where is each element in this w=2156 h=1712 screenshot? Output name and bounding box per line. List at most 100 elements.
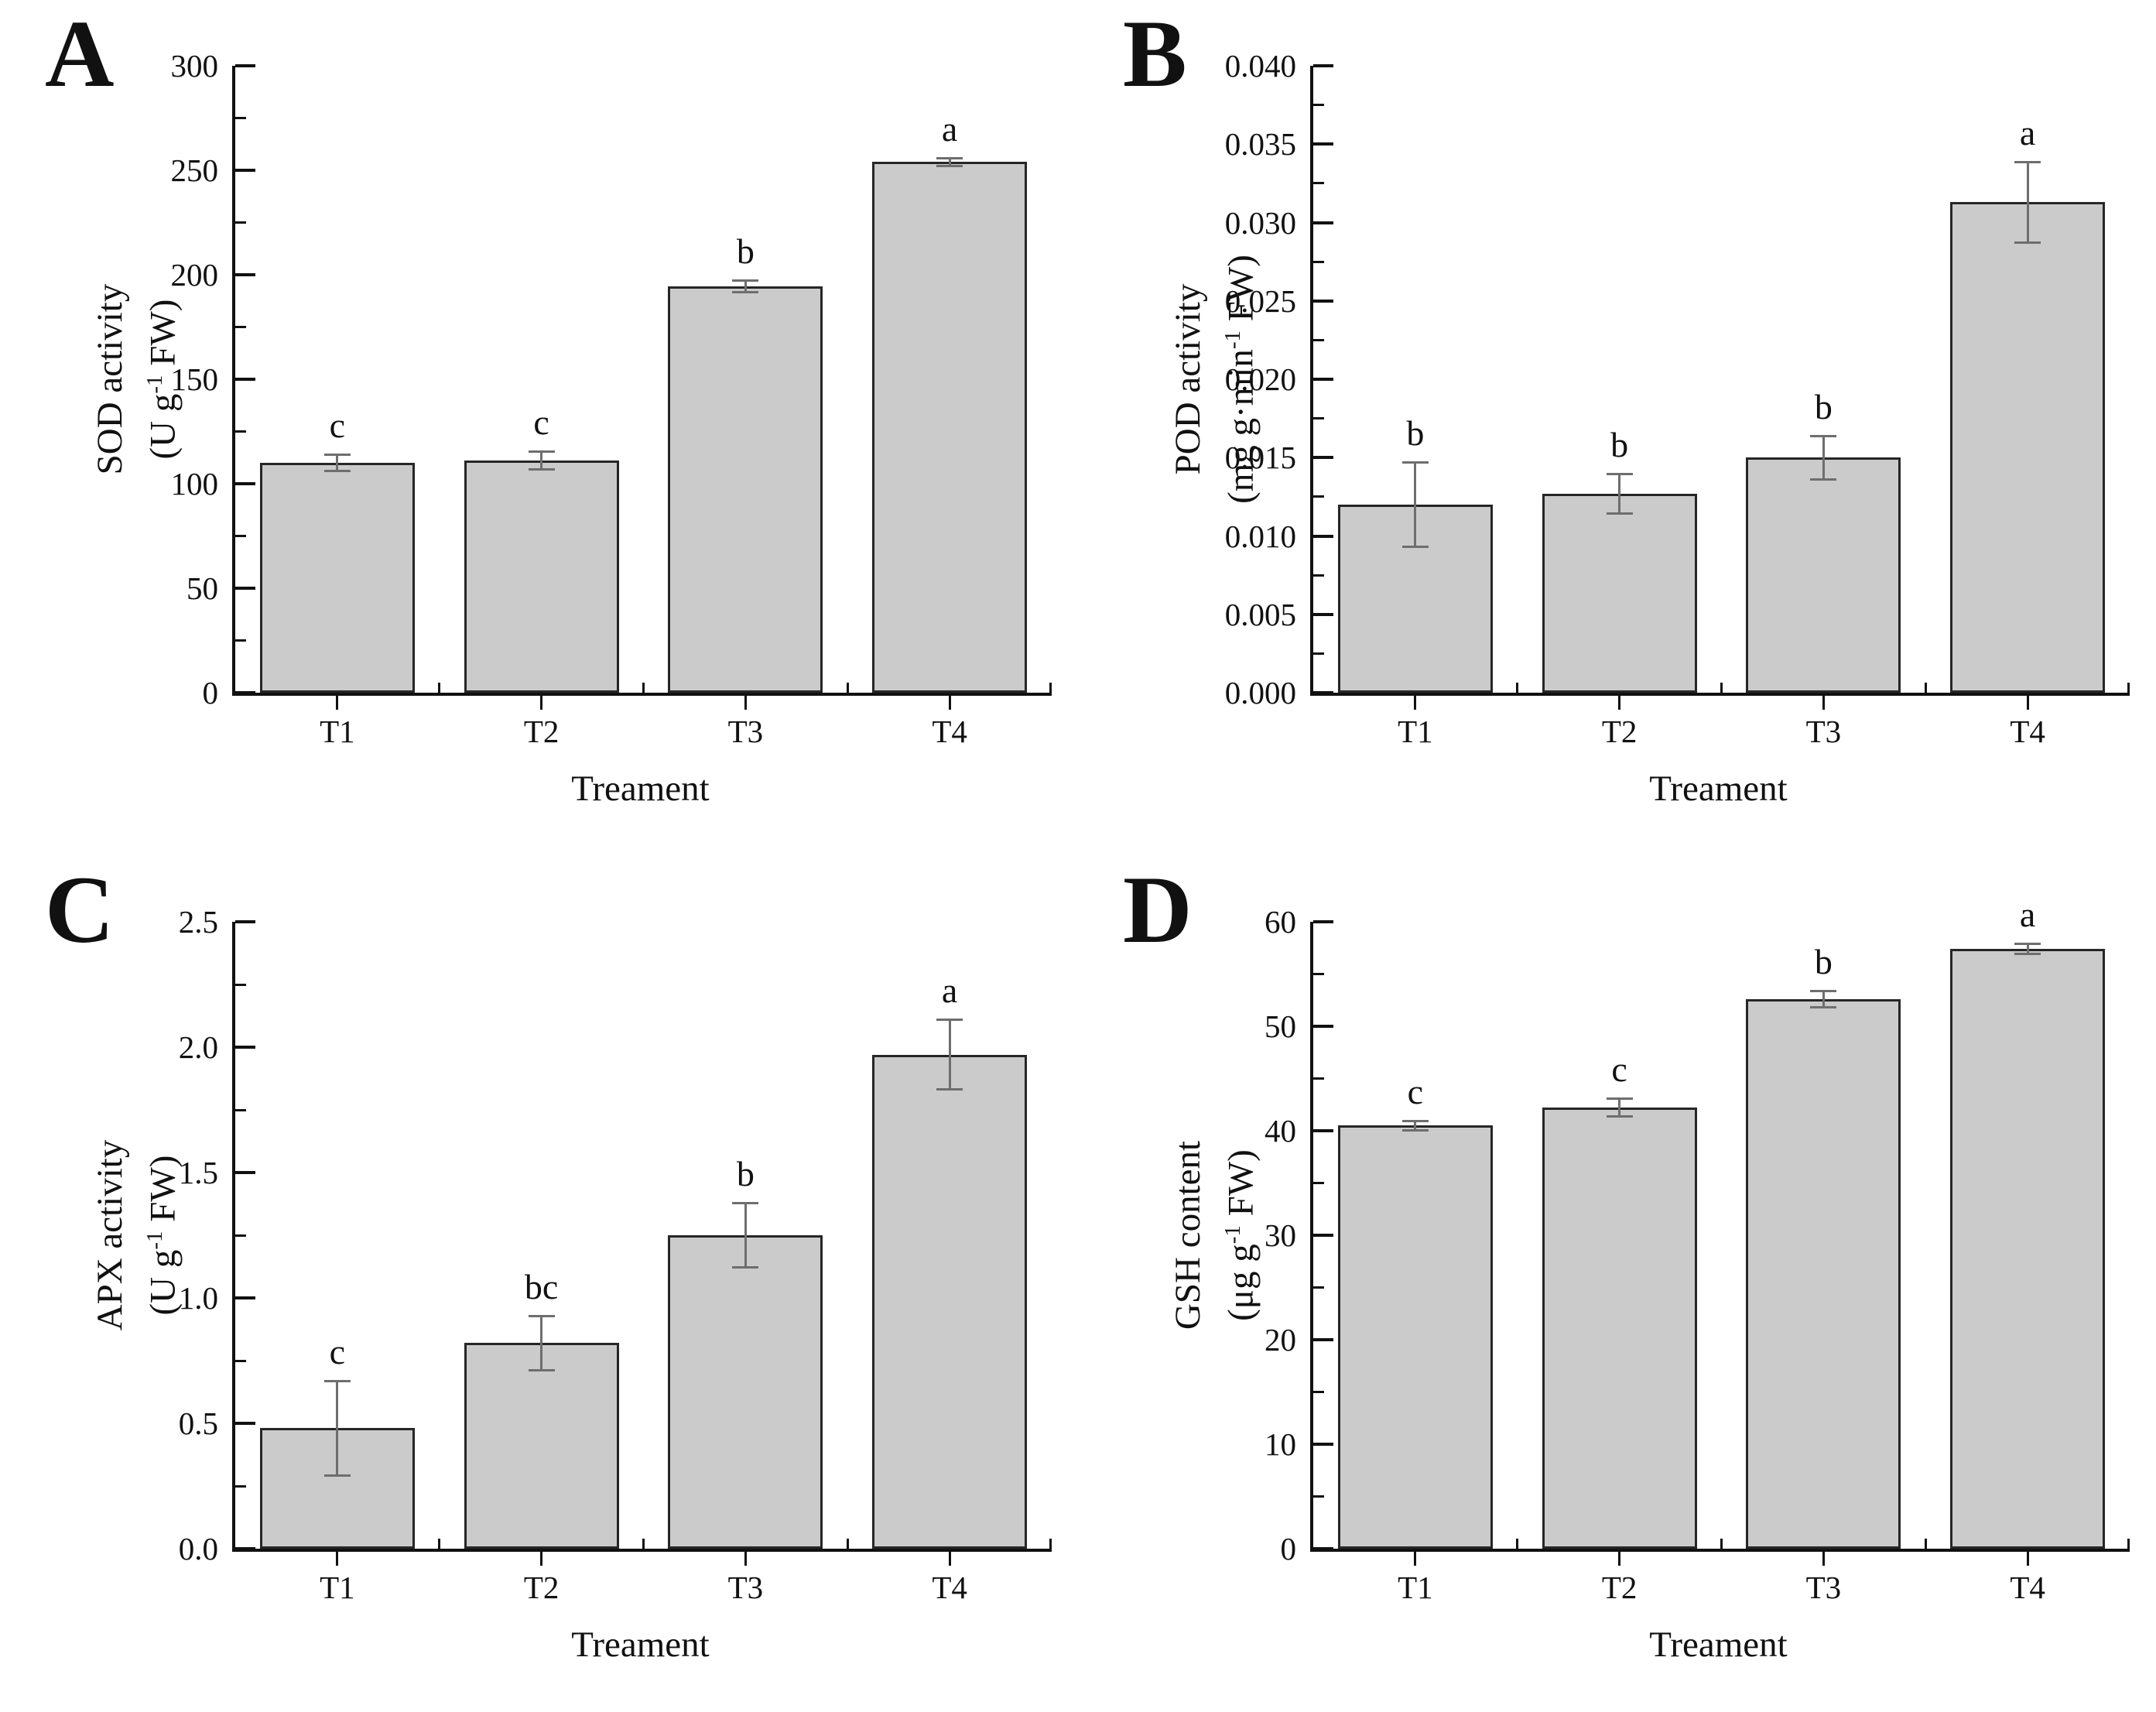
y-tick-label: 0.015 <box>1224 440 1296 476</box>
x-category-label: T3 <box>1805 714 1842 749</box>
y-minor-tick <box>1313 652 1324 655</box>
y-axis-unit: (U g-1 FW) <box>132 918 186 1553</box>
bar-T3 <box>1746 457 1901 693</box>
y-major-tick <box>1313 221 1333 224</box>
x-category-label: T4 <box>932 1570 967 1605</box>
y-tick-label: 2.5 <box>178 904 218 940</box>
y-major-tick <box>1313 691 1333 694</box>
y-tick-label: 0.040 <box>1224 48 1296 84</box>
plot-area: 0.0 0.5 1.0 1.5 2.0 2.5 c T1 bc T2 b T3 a T4 <box>179 904 1052 1605</box>
y-minor-tick <box>235 1359 246 1362</box>
x-major-tick <box>336 696 339 710</box>
x-category-label: T2 <box>523 714 560 749</box>
significance-letter: b <box>1406 413 1425 454</box>
plot-area: 0 50 100 150 200 250 300 c T1 c T2 b T3 a T4 <box>171 48 1052 749</box>
y-minor-tick <box>235 221 246 224</box>
error-bar-cap-top <box>1606 1097 1633 1101</box>
y-axis-label: APX activity <box>90 1139 130 1331</box>
x-end-tick <box>2127 683 2130 693</box>
error-bar-line <box>2026 161 2029 243</box>
y-minor-tick <box>1313 574 1324 577</box>
y-major-tick <box>1313 1443 1333 1446</box>
x-major-tick <box>1618 1552 1621 1566</box>
significance-letter: bc <box>524 1266 559 1306</box>
error-bar-cap-bottom <box>1401 1129 1429 1132</box>
y-major-tick <box>235 691 255 694</box>
error-bar-cap-bottom <box>1606 512 1633 515</box>
significance-letter: c <box>1611 1049 1627 1090</box>
error-bar-cap-top <box>2014 943 2041 946</box>
error-bar-cap-top <box>1401 1119 1429 1122</box>
error-bar-cap-bottom <box>1606 1115 1633 1118</box>
significance-letter: c <box>1407 1071 1424 1111</box>
unit-text: (μg g <box>1220 1244 1261 1321</box>
x-category-label: T3 <box>727 714 764 749</box>
significance-letter: c <box>533 402 549 443</box>
panel-d-gsh: D GSH content (μg g-1 FW) 0 10 20 30 40 50 60 c… <box>1078 856 2156 1712</box>
x-minor-tick <box>642 683 645 693</box>
x-major-tick <box>1414 696 1417 710</box>
unit-text: (U g <box>142 393 183 460</box>
x-minor-tick <box>1720 1539 1723 1549</box>
y-tick-label: 1.0 <box>178 1280 218 1316</box>
y-tick-label: 0.025 <box>1224 282 1296 319</box>
y-minor-tick <box>1313 417 1324 420</box>
error-bar-cap-top <box>1401 461 1429 464</box>
bar-T2 <box>464 1343 619 1549</box>
x-major-tick <box>540 696 543 710</box>
x-axis-title: Treament <box>571 1625 710 1665</box>
x-minor-tick <box>846 1539 849 1549</box>
y-major-tick <box>235 1422 255 1425</box>
x-minor-tick <box>1516 683 1519 693</box>
y-minor-tick <box>1313 1495 1324 1498</box>
error-bar-cap-bottom <box>2014 952 2041 955</box>
panel-c-apx: C APX activity (U g-1 FW) 0.0 0.5 1.0 1.5 2.… <box>0 856 1078 1712</box>
y-major-tick <box>1313 1025 1333 1028</box>
x-end-tick <box>1049 1539 1052 1549</box>
error-bar-cap-bottom <box>732 1266 759 1269</box>
bar-T2 <box>1542 493 1697 693</box>
y-minor-tick <box>235 535 246 537</box>
x-category-label: T1 <box>320 1570 355 1605</box>
y-minor-tick <box>1313 495 1324 498</box>
significance-letter: b <box>736 1153 755 1193</box>
x-category-label: T4 <box>2010 714 2045 749</box>
x-minor-tick <box>1516 1539 1519 1549</box>
error-bar-cap-top <box>528 1314 555 1317</box>
x-major-tick <box>1822 1552 1825 1566</box>
error-bar-cap-bottom <box>528 468 555 471</box>
unit-text: FW) <box>1220 1149 1261 1226</box>
y-major-tick <box>1313 920 1333 923</box>
x-category-label: T3 <box>727 1570 764 1605</box>
x-minor-tick <box>642 1539 645 1549</box>
error-bar-cap-bottom <box>1810 1005 1837 1008</box>
error-bar-line <box>540 451 543 471</box>
bar-T4 <box>1950 949 2106 1549</box>
error-bar-line <box>1822 435 1825 480</box>
error-bar-cap-top <box>1810 990 1837 993</box>
error-bar-cap-top <box>528 450 555 454</box>
x-category-label: T4 <box>2010 1570 2045 1605</box>
error-bar-cap-bottom <box>528 1368 555 1371</box>
unit-superscript: -1 <box>1220 330 1245 350</box>
y-minor-tick <box>1313 973 1324 975</box>
y-minor-tick <box>1313 104 1324 107</box>
error-bar-line <box>1618 1098 1621 1118</box>
error-bar-line <box>2026 943 2029 954</box>
error-bar-cap-top <box>732 1201 759 1204</box>
error-bar-cap-bottom <box>1401 545 1429 548</box>
y-minor-tick <box>235 1484 246 1488</box>
x-category-label: T4 <box>932 714 967 749</box>
x-major-tick <box>1618 696 1621 710</box>
x-major-tick <box>744 696 747 710</box>
error-bar-line <box>1414 1120 1417 1131</box>
y-tick-label: 0 <box>202 675 219 710</box>
y-major-tick <box>1313 534 1333 538</box>
y-major-tick <box>1313 456 1333 460</box>
panel-letter-a: A <box>45 1 115 107</box>
significance-letter: b <box>1814 942 1833 982</box>
y-major-tick <box>235 587 255 590</box>
significance-letter: a <box>2019 112 2036 152</box>
x-category-label: T2 <box>1601 714 1638 749</box>
y-major-tick <box>235 1296 255 1299</box>
